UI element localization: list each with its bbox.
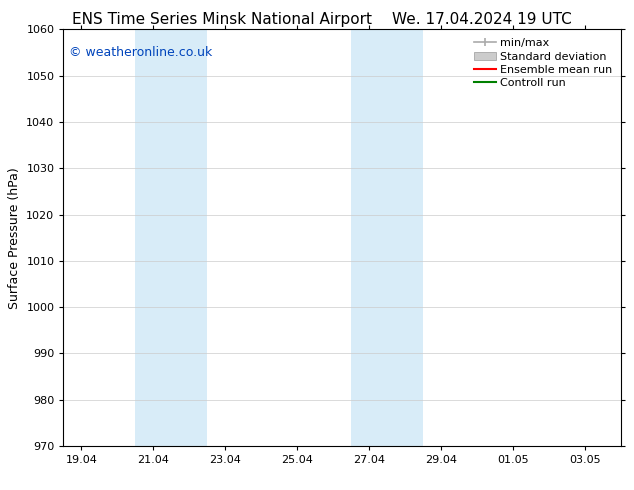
Text: © weatheronline.co.uk: © weatheronline.co.uk <box>69 46 212 59</box>
Bar <box>351 29 424 446</box>
Text: We. 17.04.2024 19 UTC: We. 17.04.2024 19 UTC <box>392 12 572 27</box>
Y-axis label: Surface Pressure (hPa): Surface Pressure (hPa) <box>8 167 21 309</box>
Text: ENS Time Series Minsk National Airport: ENS Time Series Minsk National Airport <box>72 12 372 27</box>
Legend: min/max, Standard deviation, Ensemble mean run, Controll run: min/max, Standard deviation, Ensemble me… <box>470 35 616 92</box>
Bar <box>136 29 207 446</box>
